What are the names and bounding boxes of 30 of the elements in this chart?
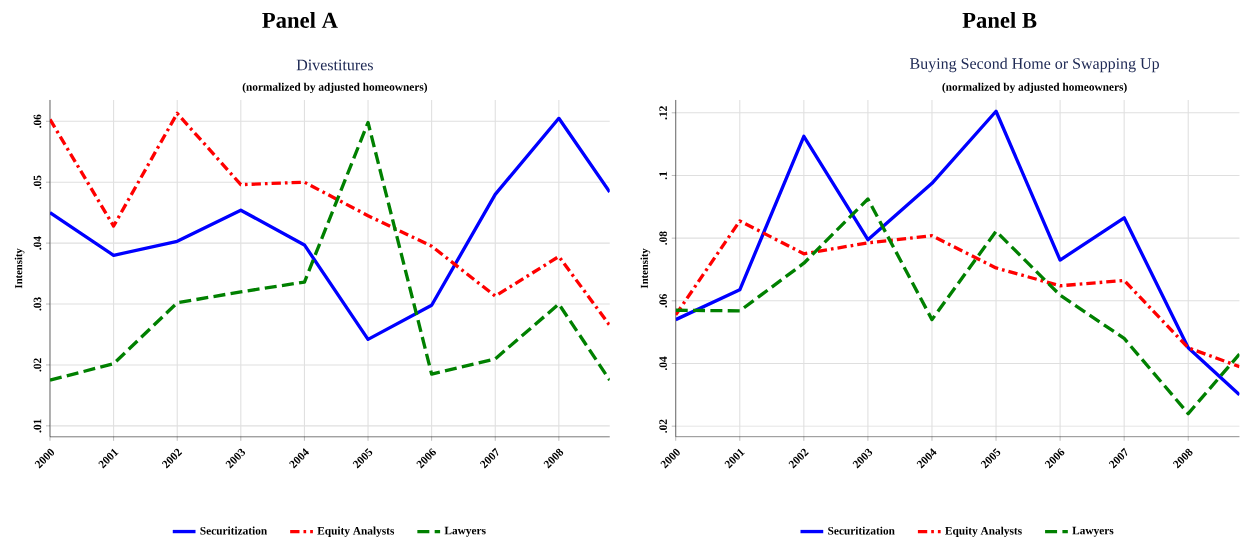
chart-title: Panel A [262,12,338,29]
y-tick-label: .03 [33,297,42,311]
y-tick-label: .06 [659,294,668,308]
legend-label: Lawyers [444,526,486,537]
chart-title: Panel B [962,12,1037,29]
legend-label: Securitization [828,526,895,535]
chart-subtitle: Divestitures [296,59,373,71]
y-tick-label: .02 [659,419,668,433]
legend-label: Equity Analysts [317,526,395,538]
chart-subtitle: Buying Second Home or Swapping Up [909,57,1160,73]
y-tick-label: .02 [33,358,42,372]
y-tick-label: .04 [659,356,668,371]
y-tick-label: .01 [33,419,42,433]
line-series [675,197,1240,416]
y-axis-title: Intensity [14,248,25,289]
y-tick-label: .05 [33,175,42,189]
legend-label: Equity Analysts [945,526,1022,538]
legend-label: Securitization [200,526,268,535]
y-tick-label: .1 [659,171,668,180]
line-series [675,109,1240,397]
y-tick-label: .12 [659,106,668,120]
line-series [49,120,610,382]
y-tick-label: .04 [33,236,42,250]
y-axis-title: Intensity [640,248,651,289]
y-tick-label: .06 [33,114,42,128]
y-tick-label: .08 [659,231,668,245]
legend-label: Lawyers [1072,526,1114,537]
text: (normalized by adjusted homeowners) [242,82,428,94]
line-series [675,219,1240,369]
text: (normalized by adjusted homeowners) [942,82,1127,94]
